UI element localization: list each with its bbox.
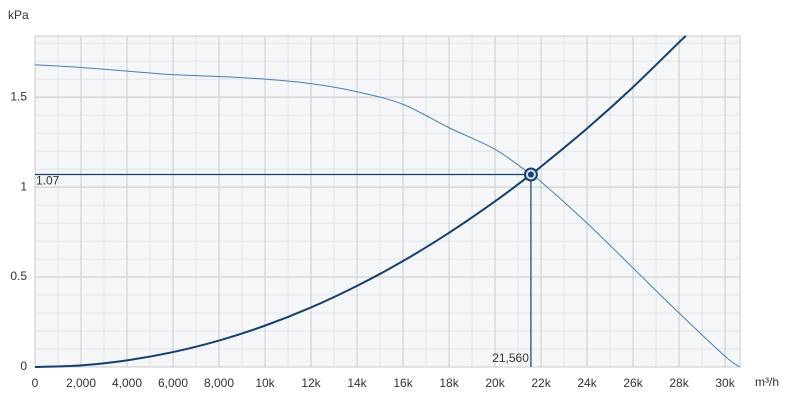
x-tick-label: 24k	[577, 376, 597, 390]
x-tick-label: 10k	[255, 376, 275, 390]
x-tick-label: 16k	[393, 376, 413, 390]
x-tick-label: 30k	[715, 376, 735, 390]
y-tick-label: 1	[20, 179, 27, 193]
curve	[34, 35, 687, 368]
x-tick-label: 18k	[439, 376, 459, 390]
x-tick-label: 28k	[669, 376, 689, 390]
x-tick-label: 12k	[301, 376, 321, 390]
x-tick-label: 22k	[531, 376, 551, 390]
operating-point-core	[527, 171, 534, 178]
operating-y-label: 1.07	[36, 174, 60, 188]
y-tick-label: 0.5	[10, 269, 27, 283]
x-tick-label: 14k	[347, 376, 367, 390]
plot-area	[35, 36, 740, 367]
x-tick-label: 8,000	[204, 376, 234, 390]
x-tick-label: 2,000	[66, 376, 96, 390]
plot-frame	[34, 35, 741, 368]
curve	[34, 64, 741, 368]
y-tick-label: 1.5	[10, 89, 27, 103]
x-axis-label: m³/h	[755, 375, 779, 389]
x-tick-label: 4,000	[112, 376, 142, 390]
x-tick-label: 26k	[623, 376, 643, 390]
operating-x-label: 21,560	[492, 351, 529, 365]
y-axis-label: kPa	[8, 8, 29, 22]
x-tick-label: 6,000	[158, 376, 188, 390]
x-tick-label: 0	[32, 376, 39, 390]
y-tick-label: 0	[20, 359, 27, 373]
x-tick-label: 20k	[485, 376, 505, 390]
